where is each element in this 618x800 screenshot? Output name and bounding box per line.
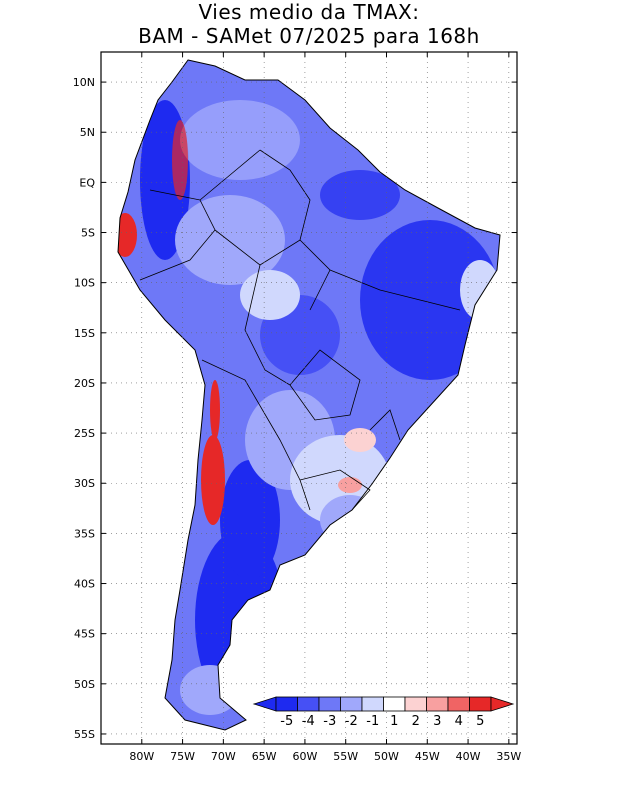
colorbar-segment [318,696,341,712]
lon-tick-label: 35W [496,750,521,763]
gridlines [101,52,517,744]
map-title-line1: Vies medio da TMAX: [198,0,420,24]
colorbar-label: -3 [323,714,336,729]
lat-tick-label: 25S [74,427,95,440]
lat-tick-label: 15S [74,327,95,340]
colorbar-label: 5 [476,714,484,729]
lon-tick-label: 75W [170,750,195,763]
colorbar-label: 1 [390,714,398,729]
lat-tick-label: 5N [80,126,95,139]
lon-tick-label: 65W [252,750,277,763]
lat-tick-label: 45S [74,628,95,641]
colorbar: -5 -4 -3 -2 -1 1 2 3 4 5 [252,696,515,729]
colorbar-segment [426,696,449,712]
colorbar-segment [469,696,492,712]
lat-tick-label: 50S [74,678,95,691]
lat-tick-label: EQ [79,176,95,189]
lon-tick-label: 70W [211,750,236,763]
lat-tick-label: 5S [81,227,95,240]
lat-tick-label: 20S [74,377,95,390]
colorbar-segment [383,696,406,712]
lat-tick-label: 35S [74,527,95,540]
colorbar-segment [275,696,298,712]
lon-tick-label: 60W [292,750,317,763]
colorbar-label: 2 [412,714,420,729]
colorbar-segment [297,696,320,712]
colorbar-label: -2 [345,714,358,729]
colorbar-label: 4 [455,714,463,729]
lon-tick-label: 50W [374,750,399,763]
colorbar-label: 3 [433,714,441,729]
lat-tick-label: 10S [74,277,95,290]
colorbar-label: -4 [302,714,315,729]
colorbar-segment [361,696,384,712]
colorbar-segment [340,696,363,712]
lon-tick-label: 80W [129,750,154,763]
plot-border [100,51,518,745]
colorbar-segment [404,696,427,712]
lon-tick-label: 55W [333,750,358,763]
colorbar-label: -5 [280,714,293,729]
colorbar-arrow-right [490,696,515,712]
colorbar-label: -1 [366,714,379,729]
lat-tick-label: 10N [73,76,95,89]
country-borders [139,149,461,511]
colorbar-segment [447,696,470,712]
lon-tick-label: 45W [415,750,440,763]
lat-tick-label: 40S [74,578,95,591]
lat-tick-label: 55S [74,728,95,741]
latitude-axis: 10N 5N EQ 5S 10S 15S 20S 25S 30S 35S 40S 45S 50S 55S [73,76,517,741]
lat-tick-label: 30S [74,477,95,490]
longitude-axis: 80W 75W 70W 65W 60W 55W 50W 45W 40W 35W [129,52,521,763]
lon-tick-label: 40W [456,750,481,763]
map-title-line2: BAM - SAMet 07/2025 para 168h [138,24,480,48]
